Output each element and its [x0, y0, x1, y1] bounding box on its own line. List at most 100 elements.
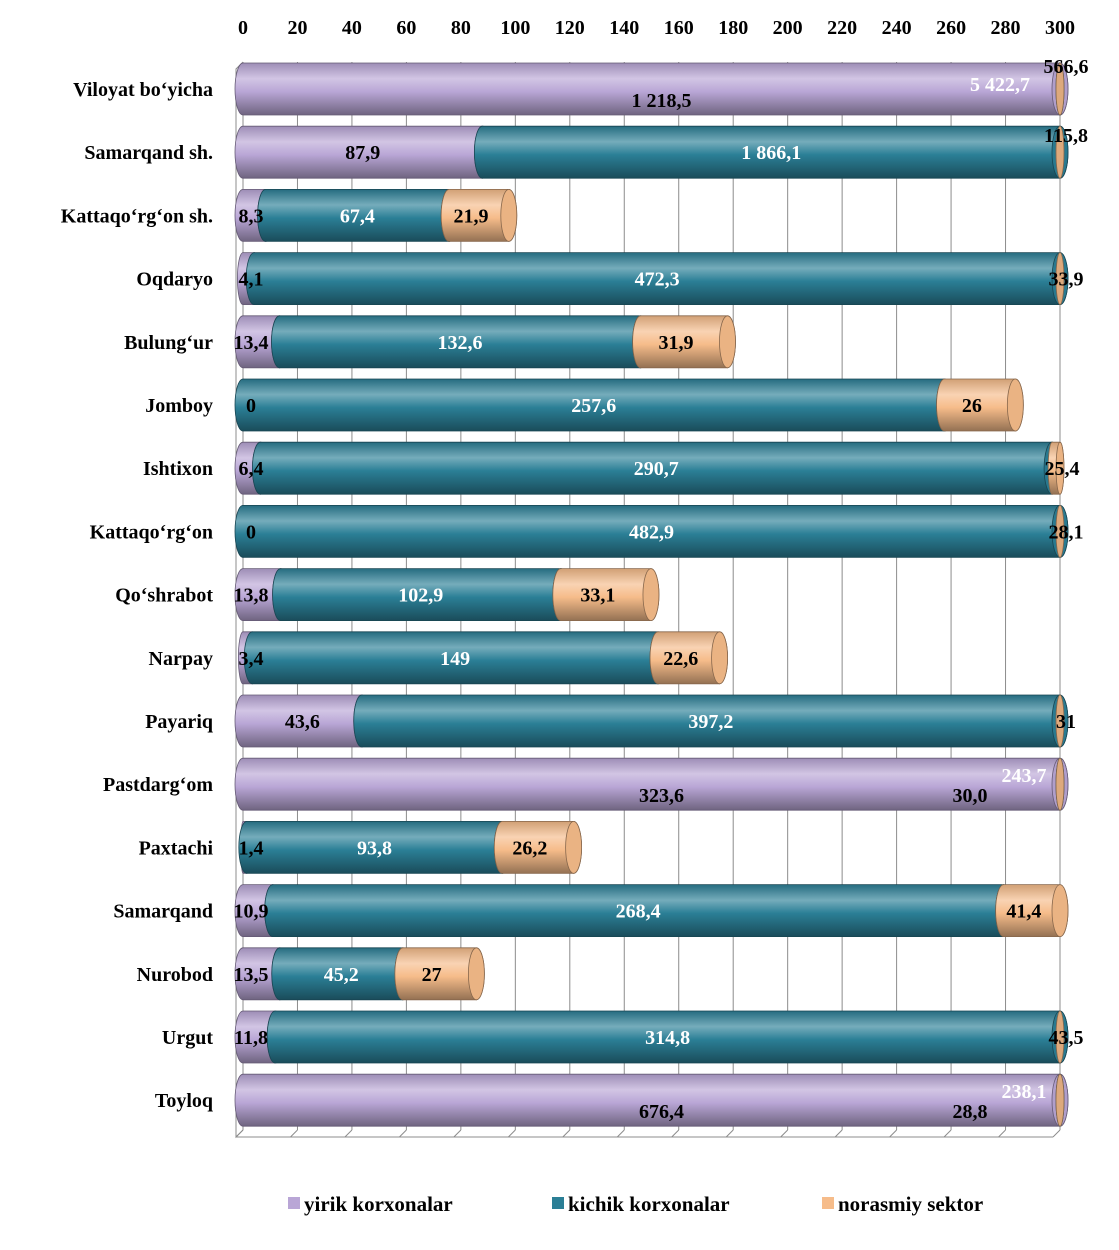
gridline-foot — [943, 1129, 952, 1138]
data-label: 10,9 — [234, 901, 269, 923]
category-label: Kattaqo‘rg‘on sh. — [61, 205, 213, 227]
category-label: Paxtachi — [139, 837, 214, 859]
data-label: 102,9 — [398, 585, 443, 607]
x-tick-label: 40 — [342, 17, 362, 39]
category-label: Narpay — [149, 648, 213, 670]
data-label: 33,1 — [580, 585, 615, 607]
data-label: 676,4 — [639, 1101, 684, 1123]
x-tick-label: 260 — [936, 17, 966, 39]
data-label: 31 — [1056, 711, 1076, 733]
data-label: 0 — [246, 521, 256, 543]
category-label: Kattaqo‘rg‘on — [90, 521, 213, 543]
legend-item: yirik korxonalar — [288, 1192, 453, 1216]
data-label: 314,8 — [645, 1027, 690, 1049]
x-tick-label: 220 — [827, 17, 857, 39]
gridline-foot — [671, 1129, 680, 1138]
x-tick-label: 100 — [500, 17, 530, 39]
category-label: Pastdarg‘om — [103, 774, 213, 796]
data-label: 45,2 — [324, 964, 359, 986]
bar-segment-norasmiy-sektor — [493, 821, 583, 874]
category-label: Payariq — [145, 711, 213, 733]
data-label: 93,8 — [357, 837, 392, 859]
data-label: 115,8 — [1044, 125, 1088, 147]
bar-segment-norasmiy-sektor — [1055, 757, 1065, 811]
bar-segment-norasmiy-sektor — [1055, 125, 1065, 179]
legend-label: norasmiy sektor — [838, 1192, 983, 1216]
data-label: 11,8 — [234, 1027, 268, 1049]
bar-segment-norasmiy-sektor — [440, 188, 518, 242]
bar-segment-norasmiy-sektor — [1055, 252, 1065, 306]
gridline-foot — [235, 1129, 244, 1138]
category-label: Toyloq — [155, 1090, 213, 1112]
legend-item: norasmiy sektor — [822, 1192, 983, 1216]
bar-segment-norasmiy-sektor — [936, 378, 1024, 432]
gridline-foot — [507, 1129, 516, 1138]
data-label: 13,5 — [234, 964, 269, 986]
data-label: 268,4 — [616, 901, 661, 923]
gridline-foot — [725, 1129, 734, 1138]
data-label: 472,3 — [635, 269, 680, 291]
x-tick-label: 20 — [287, 17, 307, 39]
x-tick-label: 0 — [238, 17, 248, 39]
data-label: 397,2 — [688, 711, 733, 733]
category-label: Ishtixon — [143, 458, 213, 480]
gridline-foot — [834, 1129, 843, 1138]
data-label: 3,4 — [239, 648, 264, 670]
legend-swatch — [552, 1197, 564, 1209]
x-tick-label: 160 — [664, 17, 694, 39]
category-label: Qo‘shrabot — [115, 585, 213, 607]
data-label: 33,9 — [1049, 269, 1084, 291]
gridline-foot — [453, 1129, 462, 1138]
bar-segment-norasmiy-sektor — [1055, 1073, 1065, 1127]
data-label: 22,6 — [663, 648, 698, 670]
data-label: 238,1 — [1002, 1081, 1047, 1103]
data-label: 243,7 — [1002, 765, 1047, 787]
bar-segment-norasmiy-sektor — [1055, 694, 1065, 748]
data-label: 1,4 — [239, 837, 264, 859]
data-label: 323,6 — [639, 785, 684, 807]
gridline-foot — [1052, 1129, 1061, 1138]
category-label: Nurobod — [137, 964, 213, 986]
category-label: Urgut — [162, 1027, 213, 1049]
data-label: 27 — [422, 964, 442, 986]
category-label: Jomboy — [145, 395, 213, 417]
legend-swatch — [822, 1197, 834, 1209]
x-tick-label: 80 — [451, 17, 471, 39]
data-label: 28,1 — [1049, 521, 1084, 543]
gridline-foot — [616, 1129, 625, 1138]
data-label: 87,9 — [345, 142, 380, 164]
data-label: 5 422,7 — [970, 74, 1030, 96]
bar-segment-norasmiy-sektor — [1055, 62, 1065, 116]
gridline-foot — [344, 1129, 353, 1138]
data-label: 1 218,5 — [632, 90, 692, 112]
bar-segment-norasmiy-sektor — [649, 631, 728, 685]
category-label: Oqdaryo — [136, 269, 213, 291]
data-label: 132,6 — [438, 332, 483, 354]
data-label: 28,8 — [953, 1101, 988, 1123]
data-label: 67,4 — [340, 205, 375, 227]
data-label: 0 — [246, 395, 256, 417]
data-label: 25,4 — [1045, 458, 1080, 480]
data-label: 6,4 — [239, 458, 264, 480]
data-label: 31,9 — [659, 332, 694, 354]
x-tick-label: 280 — [991, 17, 1021, 39]
legend-label: yirik korxonalar — [304, 1192, 453, 1216]
data-label: 41,4 — [1006, 901, 1041, 923]
bar-segment-norasmiy-sektor — [1055, 505, 1065, 558]
x-tick-label: 200 — [773, 17, 803, 39]
x-tick-label: 120 — [555, 17, 585, 39]
category-label: Samarqand — [113, 901, 213, 923]
gridline-foot — [399, 1129, 407, 1138]
gridline-foot — [290, 1129, 298, 1138]
category-label: Bulung‘ur — [124, 332, 213, 354]
legend-label: kichik korxonalar — [568, 1192, 730, 1216]
gridline-foot — [780, 1129, 789, 1138]
legend-item: kichik korxonalar — [552, 1192, 730, 1216]
x-tick-label: 60 — [396, 17, 416, 39]
data-label: 13,4 — [234, 332, 269, 354]
data-label: 43,5 — [1049, 1027, 1084, 1049]
x-tick-label: 300 — [1045, 17, 1075, 39]
bar-segment-norasmiy-sektor — [632, 315, 736, 369]
